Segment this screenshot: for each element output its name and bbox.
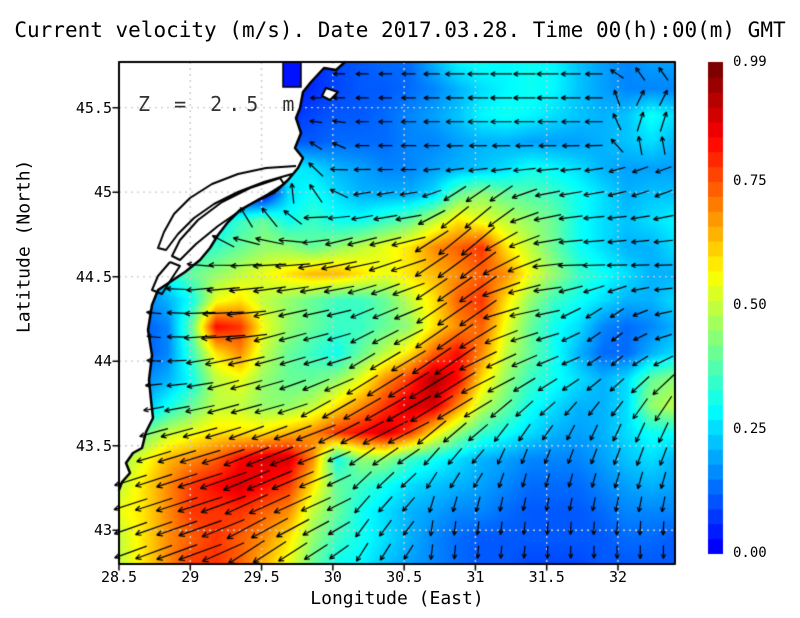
colorbar-tick-label: 0.00 (733, 545, 767, 561)
x-tick-label: 30.5 (386, 568, 423, 586)
x-tick-label: 31.5 (528, 568, 565, 586)
y-tick-label: 43.5 (75, 436, 112, 455)
depth-annotation: Z = 2.5 m (138, 92, 301, 116)
colorbar-tick-label: 0.25 (733, 421, 767, 437)
x-tick-label: 31 (466, 568, 485, 586)
colorbar-tick-label: 0.99 (733, 54, 767, 70)
y-tick-label: 44.5 (75, 267, 112, 286)
y-axis-label: Latitude (North) (14, 160, 35, 333)
x-axis-label: Longitude (East) (310, 588, 484, 609)
colorbar-tick-label: 0.50 (733, 297, 767, 314)
plot-title: Current velocity (m/s). Date 2017.03.28.… (14, 18, 786, 42)
y-tick-label: 45 (93, 183, 112, 202)
y-tick-label: 45.5 (75, 98, 112, 117)
y-tick-label: 43 (93, 521, 112, 540)
x-tick-label: 32 (608, 568, 627, 586)
y-tick-label: 44 (93, 352, 112, 371)
x-tick-label: 30 (323, 568, 342, 586)
x-tick-label: 29.5 (243, 568, 280, 586)
x-tick-label: 29 (181, 568, 200, 586)
colorbar-tick-label: 0.75 (733, 173, 767, 190)
x-tick-label: 28.5 (100, 568, 138, 586)
